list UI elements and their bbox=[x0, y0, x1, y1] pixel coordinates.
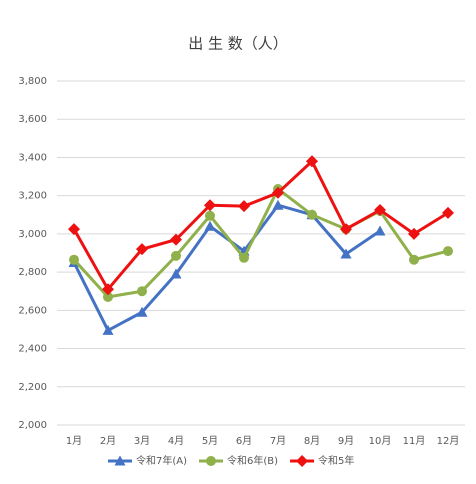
series-line bbox=[72, 159, 449, 291]
legend-label: 令和5年 bbox=[318, 454, 354, 467]
y-tick-label: 3,400 bbox=[18, 152, 47, 163]
y-tick-label: 3,600 bbox=[18, 114, 47, 125]
chart-title: 出 生 数（人） bbox=[188, 35, 288, 53]
x-tick-label: 12月 bbox=[437, 435, 460, 447]
x-tick-label: 4月 bbox=[168, 435, 184, 447]
series-line bbox=[72, 187, 449, 299]
point bbox=[340, 223, 352, 236]
x-tick-label: 5月 bbox=[202, 435, 218, 447]
x-tick-label: 8月 bbox=[304, 435, 320, 447]
x-tick-label: 1月 bbox=[66, 435, 82, 447]
x-tick-label: 11月 bbox=[403, 435, 426, 447]
point bbox=[204, 220, 216, 231]
point bbox=[272, 199, 284, 210]
point bbox=[307, 209, 317, 220]
y-tick-label: 3,000 bbox=[18, 229, 47, 240]
point bbox=[102, 283, 114, 296]
legend-label: 令和7年(A) bbox=[136, 454, 187, 467]
point bbox=[170, 268, 182, 279]
point bbox=[102, 324, 114, 335]
point bbox=[69, 254, 79, 265]
legend-marker bbox=[206, 456, 217, 466]
legend-marker bbox=[296, 455, 309, 467]
x-tick-label: 10月 bbox=[369, 435, 392, 447]
point bbox=[204, 199, 216, 212]
y-tick-label: 2,400 bbox=[18, 344, 47, 355]
point bbox=[443, 246, 453, 257]
point bbox=[171, 250, 181, 261]
legend-label: 令和6年(B) bbox=[227, 454, 278, 467]
y-tick-label: 2,600 bbox=[18, 305, 47, 316]
y-tick-label: 2,200 bbox=[18, 382, 47, 393]
x-tick-label: 3月 bbox=[134, 435, 150, 447]
point bbox=[442, 206, 454, 219]
point bbox=[103, 291, 113, 302]
x-tick-label: 7月 bbox=[270, 435, 286, 447]
point bbox=[136, 306, 148, 317]
point bbox=[340, 248, 352, 259]
point bbox=[306, 155, 318, 168]
point bbox=[408, 227, 420, 240]
legend-marker bbox=[114, 455, 126, 466]
point bbox=[170, 233, 182, 246]
point bbox=[374, 225, 386, 236]
x-tick-label: 9月 bbox=[338, 435, 354, 447]
point bbox=[239, 252, 249, 263]
point bbox=[409, 254, 419, 265]
point bbox=[205, 210, 215, 221]
point bbox=[238, 200, 250, 213]
point bbox=[68, 223, 80, 236]
y-tick-label: 2,800 bbox=[18, 267, 47, 278]
point bbox=[137, 286, 147, 297]
point bbox=[374, 204, 386, 216]
y-tick-label: 2,000 bbox=[18, 420, 47, 431]
y-tick-label: 3,800 bbox=[18, 76, 47, 87]
x-tick-label: 2月 bbox=[100, 435, 116, 447]
x-tick-label: 6月 bbox=[236, 435, 252, 447]
y-tick-label: 3,200 bbox=[18, 191, 47, 202]
point bbox=[136, 243, 148, 256]
point bbox=[272, 186, 284, 199]
